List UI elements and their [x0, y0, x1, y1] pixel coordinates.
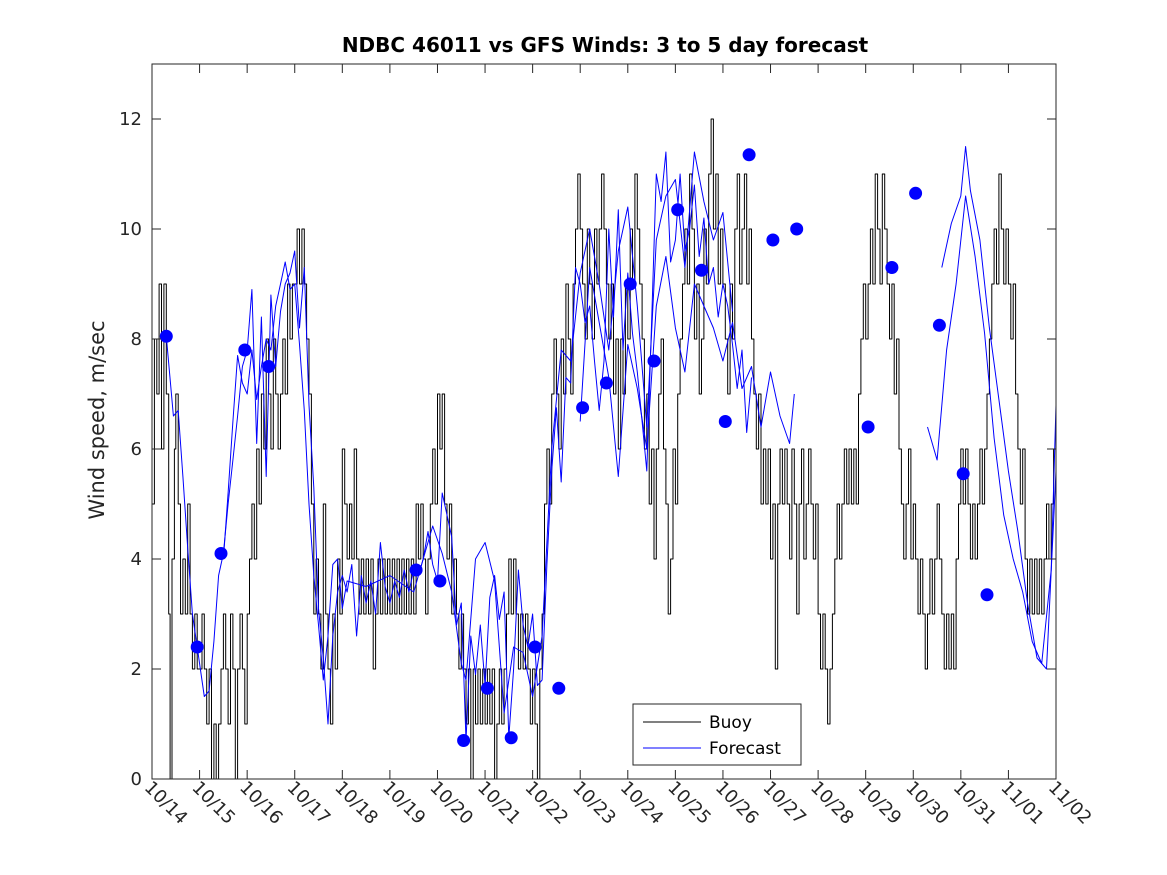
y-tick-label-12: 12	[119, 109, 142, 130]
forecast-marker-22	[861, 420, 875, 434]
forecast-marker-13	[599, 376, 613, 390]
forecast-marker-2	[214, 547, 228, 560]
forecast-marker-7	[457, 734, 471, 747]
y-axis-label: Wind speed, m/sec	[85, 320, 109, 519]
forecast-marker-8	[480, 681, 494, 695]
y-tick-label-2: 2	[131, 659, 142, 680]
forecast-marker-20	[766, 233, 780, 247]
forecast-marker-23	[885, 261, 899, 274]
forecast-marker-21	[790, 222, 804, 236]
series-line-forecast-2	[222, 151, 733, 714]
forecast-marker-4	[262, 360, 276, 373]
forecast-marker-15	[647, 354, 661, 368]
forecast-marker-24	[909, 186, 923, 200]
legend-label-buoy: Buoy	[709, 713, 752, 733]
forecast-marker-14	[623, 277, 637, 291]
forecast-marker-27	[980, 588, 994, 602]
forecast-marker-19	[742, 148, 756, 162]
series-line-buoy	[152, 118, 1056, 780]
forecast-marker-17	[695, 263, 708, 277]
y-tick-label-8: 8	[131, 329, 142, 350]
legend-box	[632, 703, 802, 766]
forecast-marker-5	[409, 563, 423, 577]
forecast-marker-12	[576, 401, 590, 415]
y-tick-label-4: 4	[131, 549, 142, 570]
forecast-marker-10	[528, 640, 542, 654]
y-tick-label-0: 0	[131, 769, 142, 790]
series-line-forecast	[165, 151, 752, 741]
chart-title: NDBC 46011 vs GFS Winds: 3 to 5 day fore…	[342, 33, 869, 57]
forecast-marker-25	[932, 318, 946, 332]
forecast-marker-16	[671, 203, 685, 217]
forecast-marker-18	[718, 415, 732, 428]
forecast-marker-11	[552, 681, 566, 695]
forecast-marker-1	[190, 640, 204, 654]
forecast-marker-26	[956, 467, 970, 481]
forecast-marker-9	[504, 731, 518, 745]
legend-label-forecast: Forecast	[709, 739, 781, 759]
forecast-marker-3	[238, 343, 252, 357]
series-line-forecast-3	[579, 256, 795, 477]
y-tick-label-10: 10	[119, 219, 142, 240]
forecast-marker-0	[159, 329, 173, 343]
axes-box	[151, 63, 1057, 780]
forecast-marker-6	[433, 574, 447, 588]
y-tick-label-6: 6	[131, 439, 142, 460]
series-line-forecast-5	[927, 195, 1057, 664]
